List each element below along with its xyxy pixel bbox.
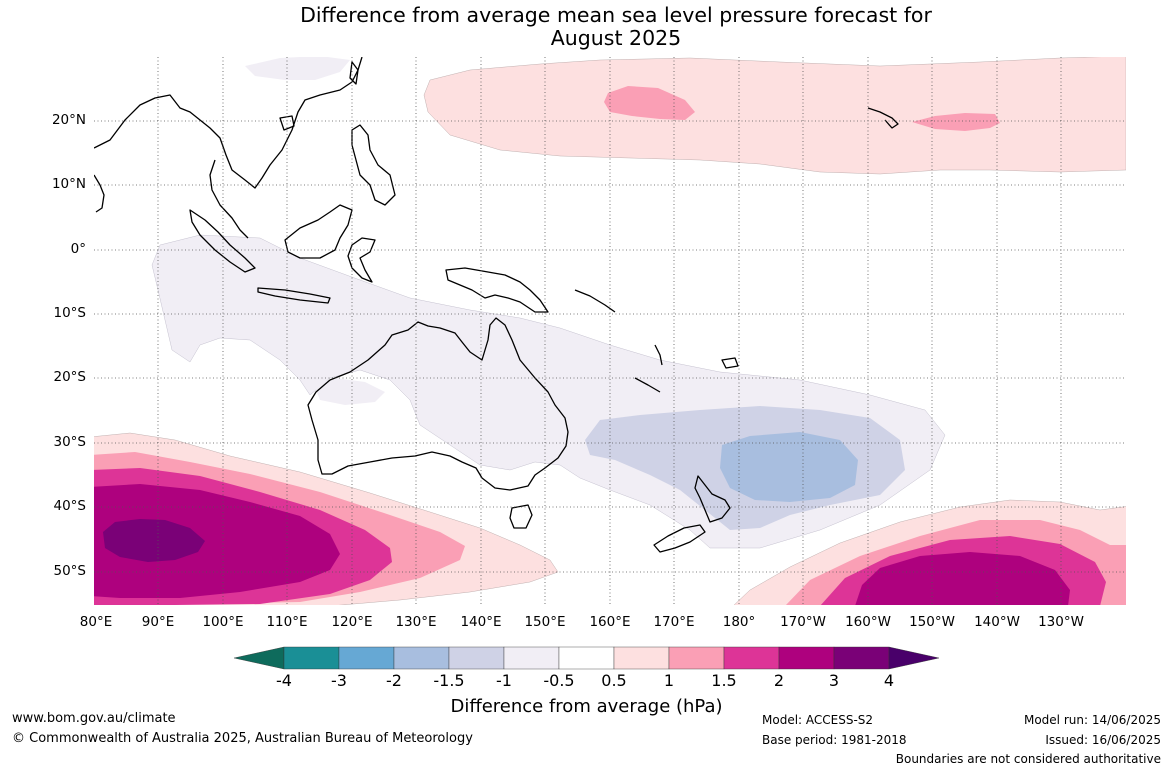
contour-0.5-npac [423, 57, 1126, 175]
lat-label-40s: 40°S [53, 498, 87, 514]
colorbar-extend-low [233, 646, 285, 670]
contour-neg0.5-c [314, 378, 385, 405]
coast-australia [307, 317, 569, 491]
colorbar-tick: -0.5 [543, 671, 575, 690]
colorbar-bin [393, 646, 450, 670]
colorbar-title: Difference from average (hPa) [450, 696, 723, 717]
lat-label-30s: 30°S [53, 434, 87, 450]
lat-label-10n: 10°N [51, 176, 86, 192]
gridlines [94, 57, 1126, 605]
lon-label-140e: 140°E [460, 614, 502, 630]
boundaries-disclaimer: Boundaries are not considered authoritat… [895, 752, 1161, 766]
coast-sulawesi [347, 237, 376, 283]
coast-india-east [94, 174, 105, 213]
lon-label-100e: 100°E [202, 614, 244, 630]
lon-label-170e: 170°E [653, 614, 695, 630]
colorbar-tick: 3 [828, 671, 840, 690]
coast-philippines [351, 124, 396, 206]
coast-new-caledonia [634, 377, 661, 393]
colorbar-tick: -2 [386, 671, 402, 690]
coast-hainan [279, 115, 295, 131]
contour-neg0.5-b [245, 57, 350, 80]
colorbar-tick: -1.5 [433, 671, 465, 690]
website-link[interactable]: www.bom.gov.au/climate [12, 711, 176, 726]
issued-date: Issued: 16/06/2025 [1045, 733, 1161, 747]
base-period: Base period: 1981-2018 [762, 733, 907, 747]
coast-malay [209, 159, 249, 239]
lon-label-90e: 90°E [141, 614, 175, 630]
colorbar-bin [558, 646, 615, 670]
colorbar-bin [723, 646, 780, 670]
copyright-text: © Commonwealth of Australia 2025, Austra… [12, 731, 473, 746]
colorbar-tick: 2 [773, 671, 785, 690]
model-run-date: Model run: 14/06/2025 [1023, 713, 1161, 727]
lon-label-160w: 160°W [845, 614, 891, 630]
lon-label-110e: 110°E [266, 614, 308, 630]
lat-label-10s: 10°S [53, 305, 87, 321]
title-line-1: Difference from average mean sea level p… [300, 3, 932, 27]
colorbar-tick: 1 [663, 671, 675, 690]
colorbar-bin [338, 646, 395, 670]
lon-label-160e: 160°E [589, 614, 631, 630]
colorbar-bin [613, 646, 670, 670]
coast-borneo [284, 204, 353, 259]
coast-taiwan [349, 61, 359, 85]
model-name: Model: ACCESS-S2 [762, 713, 874, 727]
coast-vanuatu [654, 344, 663, 366]
colorbar-bin [448, 646, 505, 670]
colorbar-tick: -3 [331, 671, 347, 690]
lat-label-50s: 50°S [53, 563, 87, 579]
colorbar [233, 646, 940, 670]
lon-label-130e: 130°E [395, 614, 437, 630]
colorbar-bin [503, 646, 560, 670]
contour-1-npac-a [604, 86, 695, 120]
coast-solomons [574, 289, 616, 313]
coast-nz-north [694, 475, 731, 523]
coast-nz-south [653, 524, 706, 553]
colorbar-tick: 1.5 [711, 671, 737, 690]
coast-java [257, 287, 331, 304]
map-title: Difference from average mean sea level p… [0, 4, 1173, 50]
lon-label-150w: 150°W [909, 614, 955, 630]
lon-label-150e: 150°E [524, 614, 566, 630]
colorbar-bin [283, 646, 340, 670]
coastlines [94, 57, 899, 553]
lon-label-140w: 140°W [974, 614, 1020, 630]
title-line-2: August 2025 [550, 26, 682, 50]
coast-se-asia [94, 57, 363, 189]
contour-3-sw [103, 519, 205, 562]
colorbar-bin [668, 646, 725, 670]
lat-label-20s: 20°S [53, 369, 87, 385]
lat-label-0: 0° [70, 241, 86, 257]
contour-1-npac-b [912, 113, 1000, 131]
lon-label-170w: 170°W [780, 614, 826, 630]
colorbar-bin [833, 646, 890, 670]
coast-tasmania [509, 504, 533, 529]
colorbar-tick: 4 [883, 671, 895, 690]
colorbar-tick: -4 [276, 671, 292, 690]
contour-neg1.5 [720, 432, 858, 502]
lon-label-180: 180° [722, 614, 756, 630]
coast-fiji [721, 357, 739, 369]
coast-new-guinea [445, 267, 549, 313]
colorbar-bin [778, 646, 835, 670]
contour-2-sw [94, 484, 340, 598]
coast-sumatra [189, 209, 256, 273]
colorbar-extend-high [888, 646, 940, 670]
colorbar-tick: -1 [496, 671, 512, 690]
coast-hawaii [867, 107, 899, 129]
lat-label-20n: 20°N [51, 112, 86, 128]
colorbar-tick: 0.5 [601, 671, 627, 690]
lon-label-80e: 80°E [79, 614, 113, 630]
anomaly-field [94, 57, 1126, 605]
lon-label-130w: 130°W [1038, 614, 1084, 630]
contour-2-se [855, 552, 1070, 605]
lon-label-120e: 120°E [331, 614, 373, 630]
